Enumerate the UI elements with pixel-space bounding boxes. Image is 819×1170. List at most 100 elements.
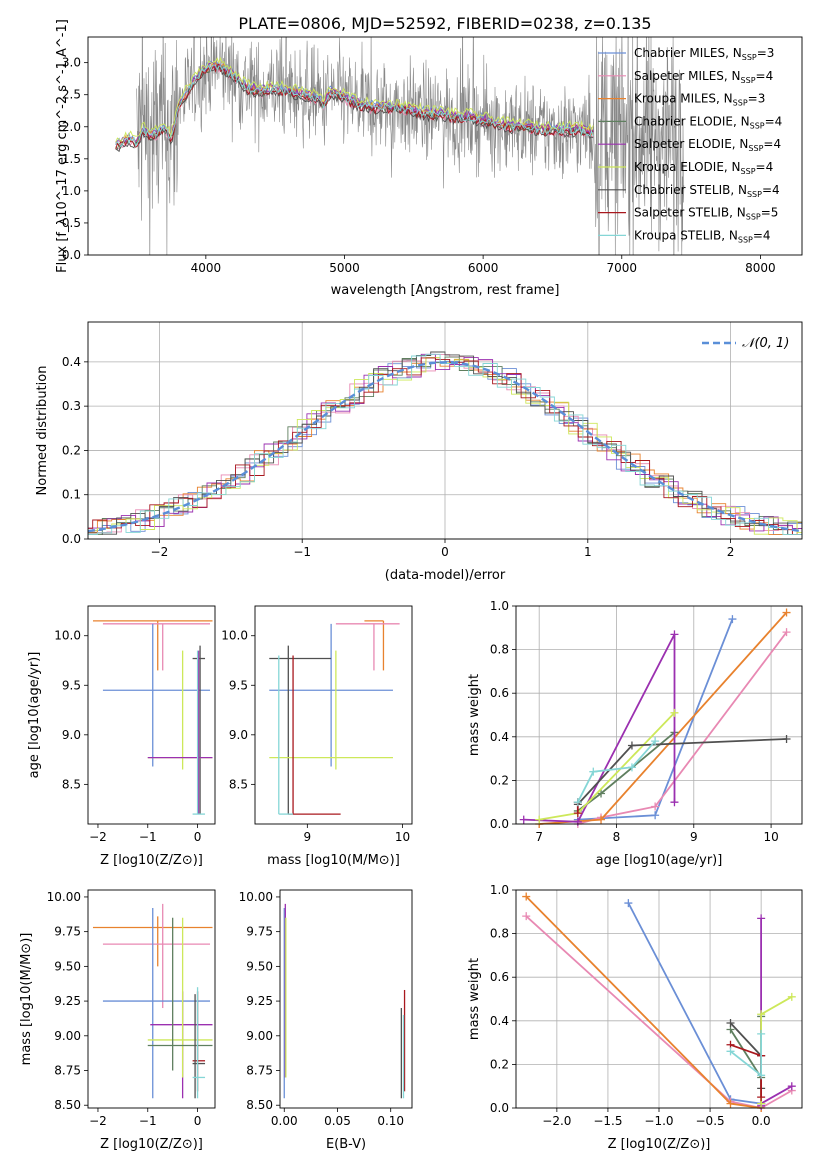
y-axis-label: age [log10(age/yr)]	[27, 652, 42, 779]
mass-weight-line	[523, 633, 676, 823]
figure-layers: 4000 5000 6000 7000 80000.00.51.01.52.02.53.…	[19, 19, 803, 1152]
errorbar-point	[192, 994, 206, 1099]
errorbar-point	[192, 987, 206, 1099]
legend-label: Chabrier STELIB, N	[634, 183, 747, 197]
legend-suffix: =4	[765, 114, 783, 128]
y-tick-label: 8.75	[54, 1064, 81, 1078]
legend-suffix: =4	[763, 137, 781, 151]
x-axis-label: mass [log10(M/M⊙)]	[267, 853, 400, 868]
y-tick-label: 9.5	[62, 678, 81, 692]
legend-suffix: =4	[756, 69, 774, 83]
x-tick-label: −1	[293, 545, 311, 559]
legend-label: Salpeter STELIB, N	[634, 206, 746, 220]
mass-weight-marker	[726, 1047, 735, 1056]
y-tick-label: 9.0	[229, 728, 248, 742]
errorbar-point	[288, 655, 341, 815]
errorbar-point	[102, 623, 211, 671]
mass-weight-marker	[757, 914, 766, 923]
mass-weight-marker	[522, 892, 531, 901]
axes-frame	[254, 605, 413, 825]
histogram-series	[88, 353, 802, 536]
y-tick-label: 10.00	[239, 890, 273, 904]
x-tick-label: −0.5	[696, 1114, 725, 1128]
x-tick-label: 8000	[745, 261, 776, 275]
x-tick-label: 0	[194, 1114, 202, 1128]
mass-weight-marker	[728, 615, 737, 624]
mass-weight-marker	[757, 1071, 766, 1080]
spectrum-model-line	[115, 64, 594, 148]
y-tick-label: 10.0	[221, 629, 248, 643]
x-tick-label: 5000	[329, 261, 360, 275]
legend-label: Chabrier ELODIE, N	[634, 114, 750, 128]
errorbar-point	[102, 903, 211, 1009]
legend-entry: Salpeter STELIB, NSSP=5	[634, 206, 778, 222]
legend-entry: Chabrier STELIB, NSSP=4	[634, 183, 780, 199]
x-tick-label: −2	[151, 545, 169, 559]
legend-suffix: =3	[748, 92, 766, 106]
y-tick-label: 0.4	[490, 1014, 509, 1028]
legend-entry: Salpeter ELODIE, NSSP=4	[634, 137, 781, 153]
y-tick-label: 0.4	[62, 355, 81, 369]
legend-suffix: =4	[753, 228, 771, 242]
y-axis-label: Normed distribution	[35, 366, 50, 496]
errorbar-point	[269, 623, 393, 767]
legend-suffix: =4	[756, 160, 774, 174]
y-tick-label: 0.2	[490, 773, 509, 787]
y-tick-label: 0.6	[490, 970, 509, 984]
legend-entry: Chabrier MILES, NSSP=3	[634, 46, 774, 62]
y-tick-label: 9.75	[54, 925, 81, 939]
x-tick-label: 7000	[606, 261, 637, 275]
x-tick-label: 0	[441, 545, 449, 559]
mass-weight-marker	[624, 899, 633, 908]
x-axis-label: E(B-V)	[326, 1137, 366, 1152]
panel-mass_weight_vs_age: 7 8 9 10 0.0 0.2 0.4 0.6 0.8 1.0 age [log10(age/yr…	[467, 599, 803, 868]
x-axis-label: wavelength [Angstrom, rest frame]	[331, 283, 560, 298]
y-tick-label: 8.5	[62, 777, 81, 791]
mass-weight-marker	[573, 809, 582, 818]
panel-age_vs_mass: 9 10 8.5 9.0 9.5 10.0 mass [log10(M/M⊙)]	[221, 605, 413, 868]
errorbar-point	[269, 645, 332, 815]
legend-entry: Kroupa MILES, NSSP=3	[634, 92, 765, 108]
legend-label: Kroupa MILES, N	[634, 92, 733, 106]
y-tick-label: 9.0	[62, 728, 81, 742]
x-tick-label: 9	[690, 830, 698, 844]
mass-weight-marker	[573, 798, 582, 807]
mass-weight-marker	[535, 815, 544, 824]
errorbar-point	[269, 650, 393, 770]
x-tick-label: 0	[194, 830, 202, 844]
errorbar-point	[364, 620, 385, 671]
y-tick-label: 0.0	[62, 248, 81, 262]
y-tick-label: 0.5	[62, 216, 81, 230]
x-tick-label: 7	[535, 830, 543, 844]
mass-weight-marker	[522, 912, 531, 921]
errorbar-point	[147, 650, 213, 815]
mass-weight-marker	[782, 628, 791, 637]
legend-sub: SSP	[750, 121, 765, 130]
errorbar-point	[102, 623, 211, 767]
x-tick-label: 8	[613, 830, 621, 844]
y-tick-label: 0.0	[490, 1101, 509, 1115]
axes-frame	[87, 605, 216, 825]
x-tick-label: 10	[763, 830, 778, 844]
mass-weight-marker	[651, 811, 660, 820]
y-tick-label: 0.8	[490, 643, 509, 657]
legend-entry: Kroupa ELODIE, NSSP=4	[634, 160, 773, 176]
x-axis-label: Z [log10(Z/Z⊙)]	[100, 853, 203, 868]
y-tick-label: 1.0	[490, 883, 509, 897]
legend-sub: SSP	[748, 144, 763, 153]
y-tick-label: 0.0	[62, 532, 81, 546]
spectrum-data-line	[136, 37, 685, 255]
figure-title: PLATE=0806, MJD=52592, FIBERID=0238, z=0…	[238, 14, 651, 33]
y-tick-label: 10.0	[54, 629, 81, 643]
errorbar-point	[102, 908, 211, 1099]
legend-suffix: =4	[762, 183, 780, 197]
y-axis-label: mass [log10(M/M⊙)]	[19, 933, 34, 1066]
errorbar-point	[192, 650, 206, 815]
mass-weight-marker	[670, 798, 679, 807]
legend-sub: SSP	[746, 213, 761, 222]
y-tick-label: 8.50	[246, 1098, 273, 1112]
x-tick-label: −1.0	[644, 1114, 673, 1128]
legend-suffix: =5	[761, 206, 779, 220]
normal-curve	[87, 361, 803, 533]
mass-weight-marker	[597, 815, 606, 824]
